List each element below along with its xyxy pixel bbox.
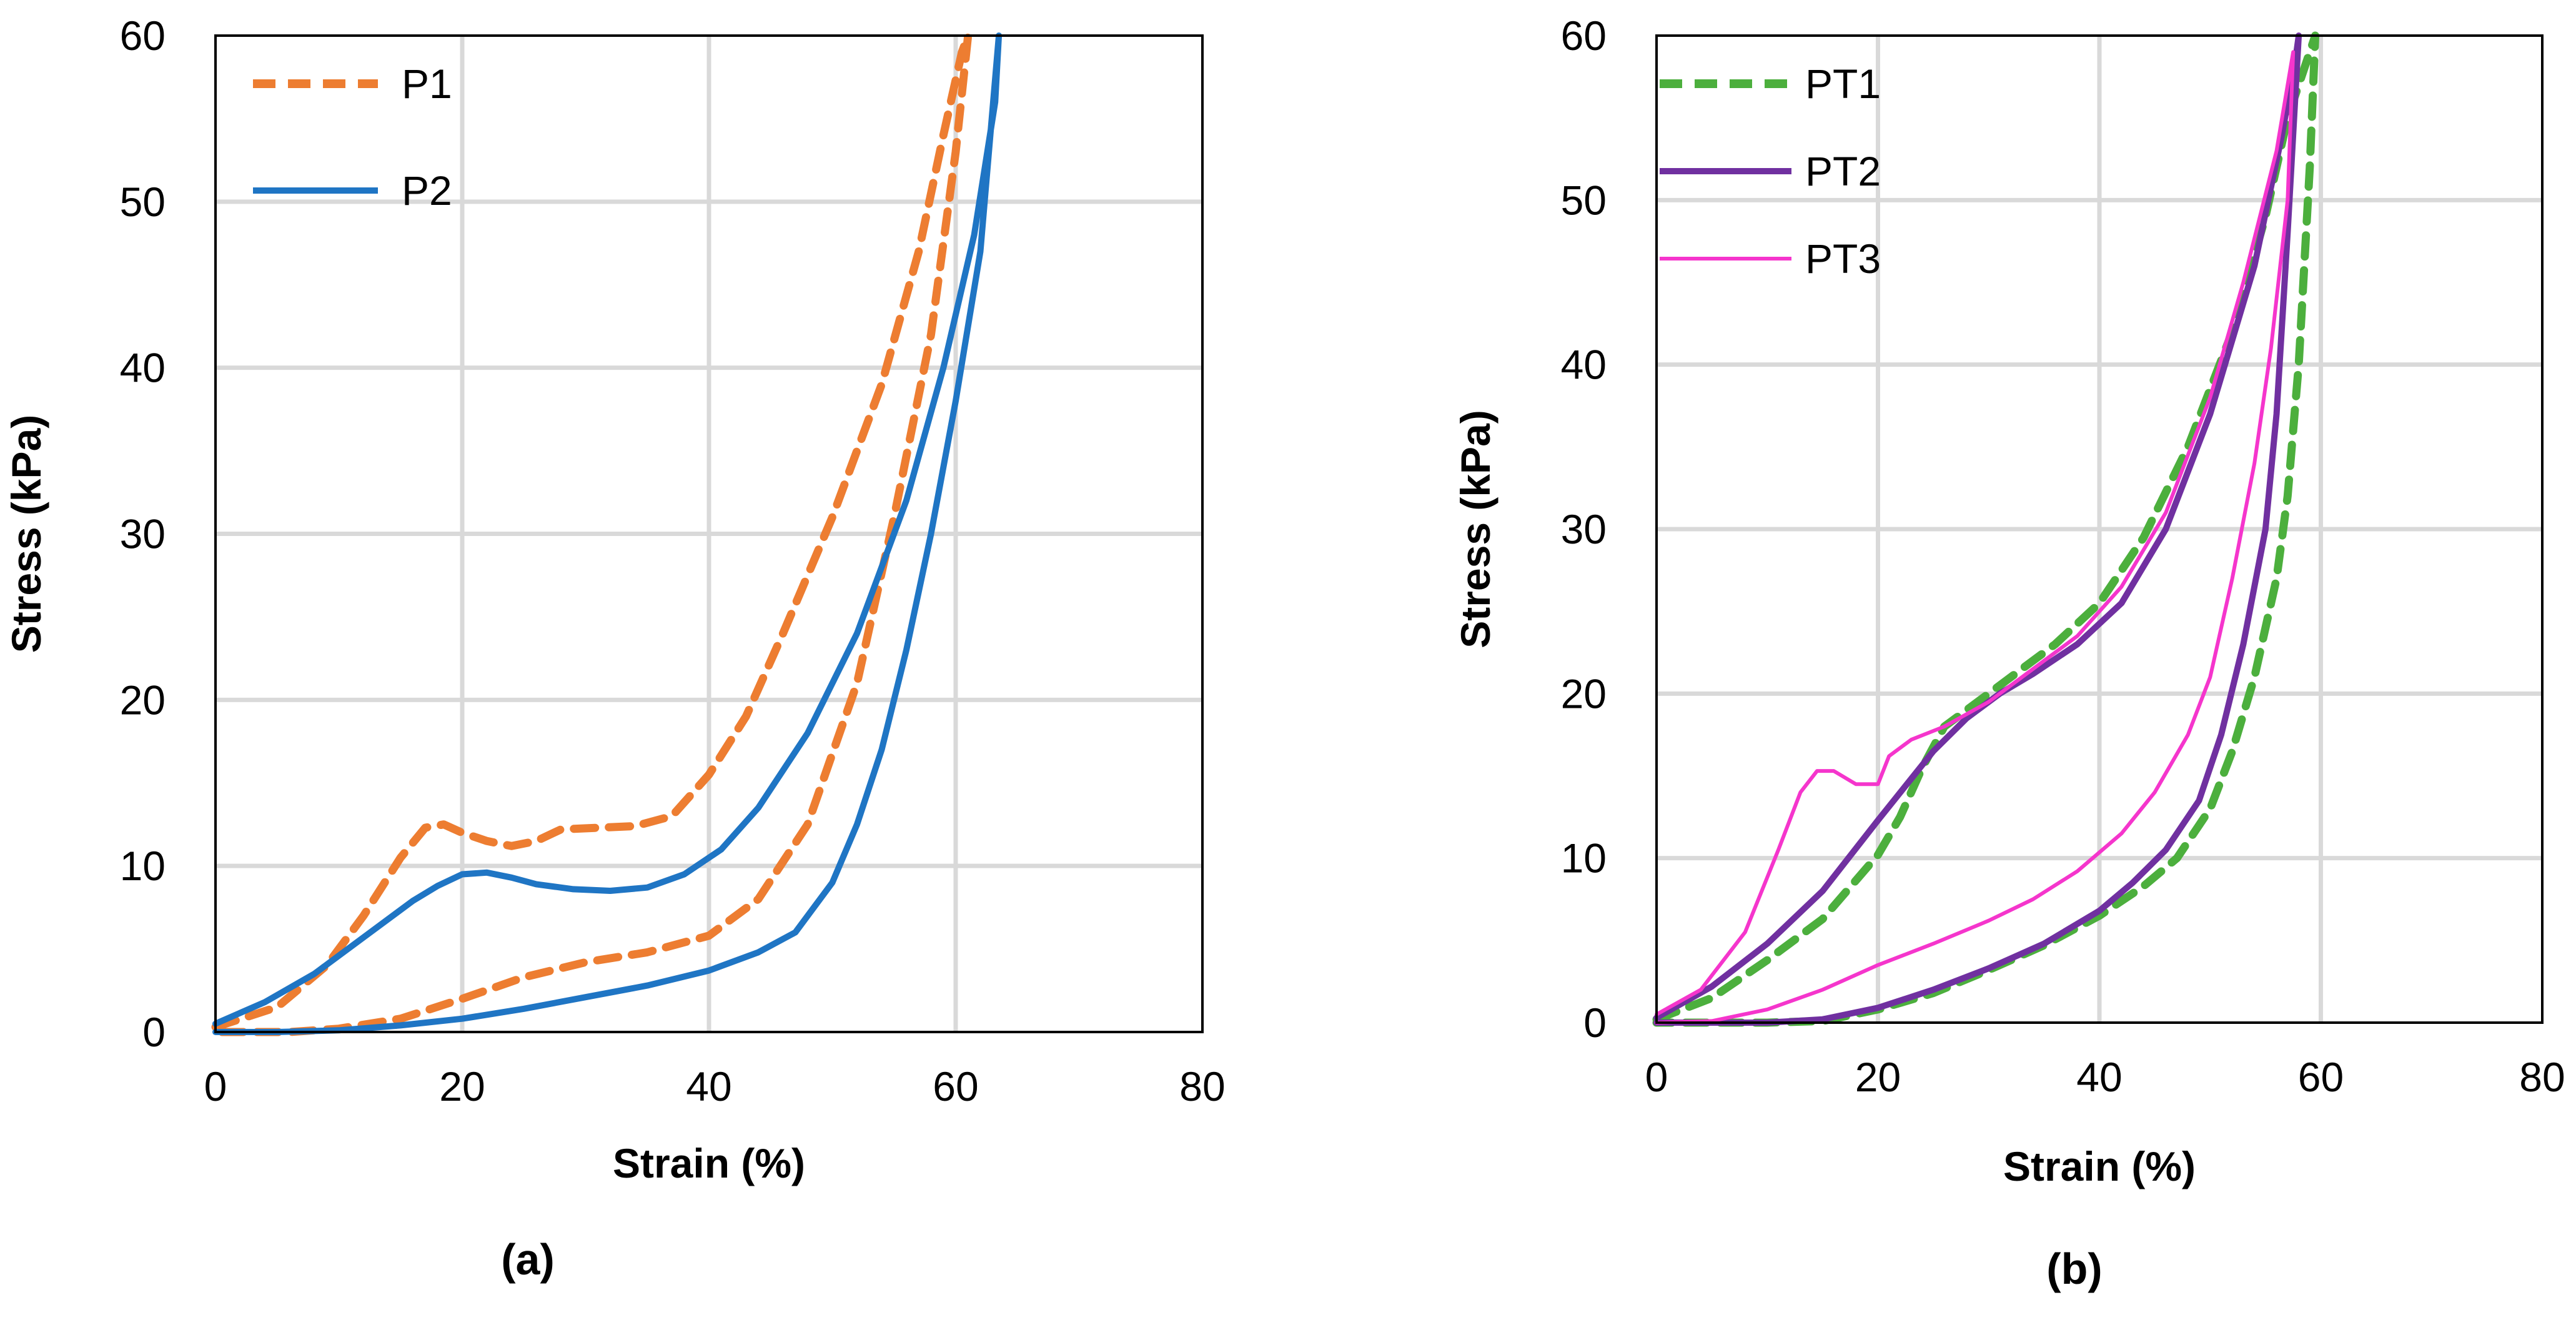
panel-b-xtick-label: 40 xyxy=(2076,1054,2122,1100)
panel-b-ytick-label: 40 xyxy=(1561,342,1607,388)
panel-b-ytick-label: 50 xyxy=(1561,177,1607,223)
panel-a: 0 20 40 60 80 0 10 20 30 40 50 60 Strain (%) Stress (… xyxy=(3,12,1226,1284)
panel-a-xtick-label: 60 xyxy=(933,1063,978,1109)
panel-b-label: (b) xyxy=(2046,1244,2102,1293)
panel-b-xtick-label: 20 xyxy=(1855,1054,1901,1100)
panel-b-y-axis-title: Stress (kPa) xyxy=(1452,410,1499,648)
panel-a-ytick-label: 50 xyxy=(120,179,166,225)
panel-a-xtick-label: 80 xyxy=(1179,1063,1225,1109)
panel-a-series-p1-line xyxy=(211,31,973,1036)
panel-b-legend-label-pt3: PT3 xyxy=(1805,236,1881,282)
panel-b-ytick-label: 10 xyxy=(1561,835,1607,881)
panel-a-xtick-label: 40 xyxy=(686,1063,731,1109)
panel-a-ytick-label: 10 xyxy=(120,843,166,889)
panel-b-ytick-label: 60 xyxy=(1561,12,1607,59)
panel-a-label: (a) xyxy=(501,1235,555,1284)
panel-a-y-axis-title: Stress (kPa) xyxy=(3,415,49,653)
panel-a-x-axis-title: Strain (%) xyxy=(613,1140,805,1186)
panel-b-x-axis-title: Strain (%) xyxy=(2003,1143,2196,1189)
panel-b-series-pt2-line xyxy=(1653,32,2302,1026)
panel-a-xtick-label: 0 xyxy=(204,1063,227,1109)
panel-b-ytick-label: 20 xyxy=(1561,670,1607,717)
panel-b-series-pt3-line xyxy=(1655,50,2296,1025)
panel-b-legend-label-pt2: PT2 xyxy=(1805,148,1881,194)
panel-b-ytick-label: 30 xyxy=(1561,506,1607,552)
panel-a-ytick-label: 60 xyxy=(120,12,166,59)
panel-a-plot-frame xyxy=(214,34,1204,1033)
panel-b-plot-frame xyxy=(1655,34,2544,1024)
panel-b: 0 20 40 60 80 0 10 20 30 40 50 60 Strain (%) Stress (… xyxy=(1452,12,2565,1293)
panel-a-legend-label-p1: P1 xyxy=(402,61,452,107)
panel-a-ytick-label: 0 xyxy=(142,1009,166,1055)
panel-b-xtick-label: 80 xyxy=(2519,1054,2565,1100)
panel-b-legend-label-pt1: PT1 xyxy=(1805,61,1881,107)
panel-b-xtick-label: 60 xyxy=(2298,1054,2344,1100)
panel-a-xtick-label: 20 xyxy=(439,1063,485,1109)
panel-a-ytick-label: 20 xyxy=(120,677,166,723)
panel-a-legend-label-p2: P2 xyxy=(402,167,452,214)
panel-b-xtick-label: 0 xyxy=(1645,1054,1668,1100)
panel-a-ytick-label: 30 xyxy=(120,511,166,557)
panel-a-series-p2-line xyxy=(212,32,1003,1035)
panel-b-ytick-label: 0 xyxy=(1583,1000,1607,1046)
panel-a-ytick-label: 40 xyxy=(120,345,166,391)
